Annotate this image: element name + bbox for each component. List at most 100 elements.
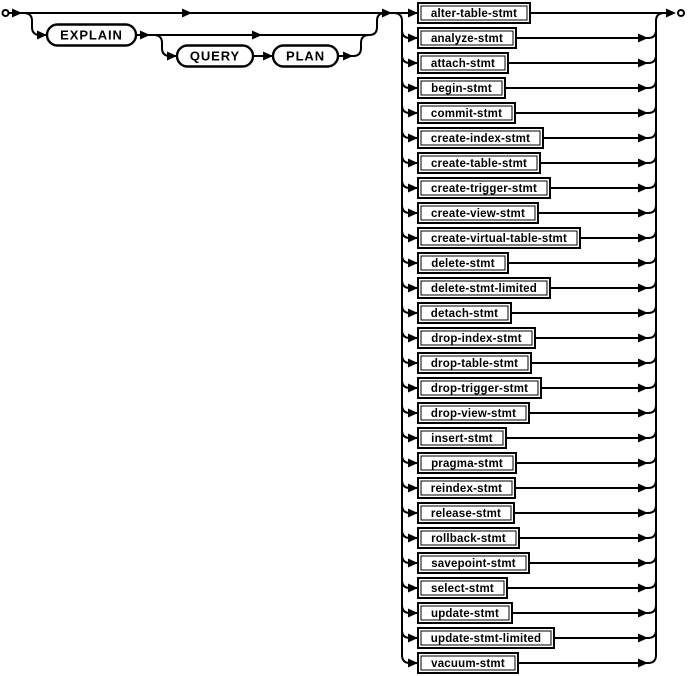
nonterminal-alter-table-stmt[interactable]: alter-table-stmt — [417, 2, 531, 24]
nonterminal-box-inner-line — [420, 255, 506, 271]
arrowhead-icon — [408, 483, 418, 493]
nonterminal-create-virtual-table-stmt[interactable]: create-virtual-table-stmt — [417, 227, 581, 249]
nonterminal-label: update-stmt-limited — [431, 633, 542, 645]
arrowhead-icon — [343, 51, 353, 61]
arrowhead-icon — [638, 58, 648, 68]
arrowhead-icon — [638, 383, 648, 393]
arrowhead-icon — [666, 8, 676, 18]
nonterminal-drop-table-stmt[interactable]: drop-table-stmt — [417, 352, 532, 374]
arrowhead-icon — [408, 308, 418, 318]
nonterminal-commit-stmt[interactable]: commit-stmt — [417, 102, 516, 124]
nonterminal-analyze-stmt[interactable]: analyze-stmt — [417, 27, 517, 49]
nonterminal-create-trigger-stmt[interactable]: create-trigger-stmt — [417, 177, 551, 199]
nonterminal-pragma-stmt[interactable]: pragma-stmt — [417, 452, 517, 474]
arrowhead-icon — [638, 183, 648, 193]
arrowhead-icon — [638, 633, 648, 643]
exit-point-dot — [677, 9, 685, 17]
nonterminal-box-inner-line — [420, 580, 505, 596]
nonterminal-detach-stmt[interactable]: detach-stmt — [417, 302, 512, 324]
nonterminal-create-view-stmt[interactable]: create-view-stmt — [417, 202, 539, 224]
arrowhead-icon — [638, 508, 648, 518]
nonterminal-box-inner-line — [420, 530, 517, 546]
nonterminal-box-inner-line — [420, 555, 527, 571]
nonterminal-label: release-stmt — [431, 508, 501, 520]
arrowhead-icon — [638, 158, 648, 168]
nonterminal-rollback-stmt[interactable]: rollback-stmt — [417, 527, 520, 549]
nonterminal-box-inner-line — [420, 55, 506, 71]
arrowhead-icon — [12, 8, 22, 18]
nonterminal-begin-stmt[interactable]: begin-stmt — [417, 77, 506, 99]
nonterminal-label: update-stmt — [431, 608, 499, 620]
nonterminal-box-inner-line — [420, 380, 539, 396]
nonterminal-create-index-stmt[interactable]: create-index-stmt — [417, 127, 544, 149]
arrowhead-icon — [638, 208, 648, 218]
nonterminal-create-table-stmt[interactable]: create-table-stmt — [417, 152, 541, 174]
nonterminal-box-inner-line — [420, 105, 513, 121]
nonterminal-label: drop-table-stmt — [431, 358, 518, 370]
arrowhead-icon — [638, 433, 648, 443]
nonterminal-label: delete-stmt — [431, 258, 495, 270]
nonterminal-label: drop-view-stmt — [431, 408, 516, 420]
nonterminal-box-inner-line — [420, 655, 516, 671]
arrowhead-icon — [408, 583, 418, 593]
arrowhead-icon — [408, 533, 418, 543]
nonterminal-box-inner-line — [420, 630, 552, 646]
nonterminal-label: insert-stmt — [431, 433, 493, 445]
nonterminal-update-stmt[interactable]: update-stmt — [417, 602, 513, 624]
arrowhead-icon — [638, 133, 648, 143]
arrowhead-icon — [638, 333, 648, 343]
nonterminal-label: attach-stmt — [431, 58, 495, 70]
branch-entry-curves — [401, 29, 418, 639]
nonterminal-box-inner-line — [420, 180, 548, 196]
nonterminal-reindex-stmt[interactable]: reindex-stmt — [417, 477, 516, 499]
nonterminal-label: alter-table-stmt — [431, 8, 517, 20]
nonterminal-update-stmt-limited[interactable]: update-stmt-limited — [417, 627, 555, 649]
arrowhead-icon — [638, 233, 648, 243]
nonterminal-label: savepoint-stmt — [431, 558, 516, 570]
arrowhead-icon — [638, 83, 648, 93]
nonterminal-release-stmt[interactable]: release-stmt — [417, 502, 515, 524]
nonterminal-drop-trigger-stmt[interactable]: drop-trigger-stmt — [417, 377, 542, 399]
arrowhead-icon — [638, 283, 648, 293]
arrowhead-icon — [408, 333, 418, 343]
nonterminal-label: vacuum-stmt — [431, 658, 505, 670]
nonterminal-label: create-table-stmt — [431, 158, 527, 170]
terminal-explain-label: EXPLAIN — [60, 28, 123, 43]
arrowhead-icon — [182, 8, 192, 18]
nonterminal-drop-view-stmt[interactable]: drop-view-stmt — [417, 402, 530, 424]
arrowhead-icon — [638, 308, 648, 318]
nonterminal-box-inner-line — [420, 155, 538, 171]
terminal-query-label: QUERY — [190, 49, 240, 64]
arrowhead-icon — [638, 33, 648, 43]
nonterminal-savepoint-stmt[interactable]: savepoint-stmt — [417, 552, 530, 574]
nonterminal-box-inner-line — [420, 280, 548, 296]
branch-exit-curves — [505, 29, 657, 639]
arrowhead-icon — [408, 508, 418, 518]
arrowhead-icon — [408, 408, 418, 418]
terminal-query: QUERY — [175, 44, 255, 68]
arrowhead-icon — [382, 8, 392, 18]
terminal-plan-label: PLAN — [286, 49, 325, 64]
nonterminal-insert-stmt[interactable]: insert-stmt — [417, 427, 507, 449]
nonterminal-drop-index-stmt[interactable]: drop-index-stmt — [417, 327, 536, 349]
terminal-plan: PLAN — [271, 44, 340, 68]
nonterminal-label: begin-stmt — [431, 83, 492, 95]
nonterminal-box-inner-line — [420, 130, 541, 146]
nonterminal-delete-stmt-limited[interactable]: delete-stmt-limited — [417, 277, 551, 299]
arrowhead-icon — [408, 433, 418, 443]
nonterminal-delete-stmt[interactable]: delete-stmt — [417, 252, 509, 274]
arrowhead-icon — [408, 8, 418, 18]
nonterminal-box-inner-line — [420, 355, 529, 371]
nonterminal-vacuum-stmt[interactable]: vacuum-stmt — [417, 652, 519, 674]
nonterminal-box-inner-line — [420, 30, 514, 46]
nonterminal-attach-stmt[interactable]: attach-stmt — [417, 52, 509, 74]
arrowhead-icon — [638, 483, 648, 493]
arrowhead-icon — [638, 658, 648, 668]
arrowhead-icon — [408, 558, 418, 568]
nonterminal-select-stmt[interactable]: select-stmt — [417, 577, 508, 599]
nonterminal-label: select-stmt — [431, 583, 494, 595]
arrowhead-icon — [638, 458, 648, 468]
arrowhead-icon — [408, 83, 418, 93]
